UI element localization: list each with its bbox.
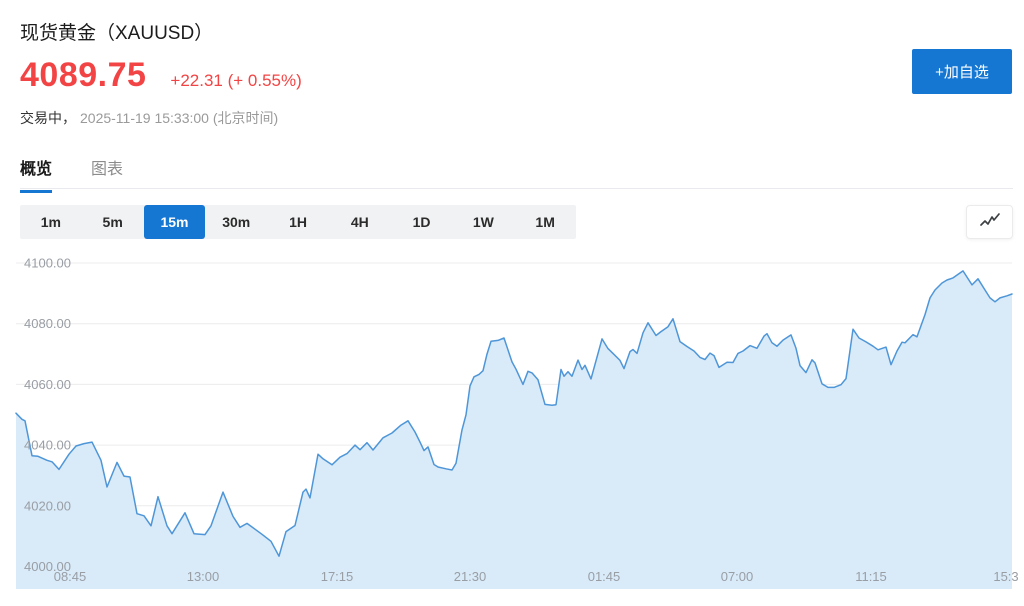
instrument-title: 现货黄金（XAUUSD）: [20, 23, 214, 44]
y-tick-label-4080: 4080.00: [24, 316, 71, 331]
x-tick-label-15:3: 15:3: [993, 569, 1018, 584]
tab-overview[interactable]: 概览: [20, 155, 53, 193]
price-change: +22.31 (+ 0.55%): [170, 71, 302, 90]
add-watchlist-button[interactable]: +加自选: [912, 49, 1012, 94]
range-1M[interactable]: 1M: [535, 214, 555, 230]
tab-chart[interactable]: 图表: [91, 161, 124, 178]
price-chart[interactable]: 4100.00 4080.00 4060.00 4040.00 4020.00 4000.…: [15, 250, 1019, 590]
tabs: 概览 图表: [20, 155, 123, 193]
x-tick-label-01:45: 01:45: [588, 569, 621, 584]
price-row: 4089.75 +22.31 (+ 0.55%): [20, 56, 302, 95]
range-1W[interactable]: 1W: [472, 214, 494, 230]
range-4H[interactable]: 4H: [350, 214, 369, 230]
range-1m[interactable]: 1m: [40, 214, 61, 230]
trading-status: 交易中，: [20, 110, 76, 126]
quote-timestamp: 2025-11-19 15:33:00 (北京时间): [80, 110, 279, 126]
x-tick-label-21:30: 21:30: [454, 569, 487, 584]
last-price: 4089.75: [20, 56, 147, 94]
x-tick-label-17:15: 17:15: [321, 569, 354, 584]
x-tick-label-11:15: 11:15: [855, 569, 887, 584]
price-area: [16, 270, 1012, 589]
x-tick-label-07:00: 07:00: [721, 569, 754, 584]
timeframe-bar: 1m 5m 15m 30m 1H 4H 1D 1W 1M: [20, 205, 576, 239]
price-chart-svg: 4100.00 4080.00 4060.00 4040.00 4020.00 4000.…: [15, 256, 1019, 589]
range-1H[interactable]: 1H: [289, 214, 307, 230]
x-tick-label-08:45: 08:45: [54, 569, 87, 584]
price-line: [15, 270, 1013, 557]
status-row: 交易中， 2025-11-19 15:33:00 (北京时间): [20, 108, 278, 128]
x-tick-label-13:00: 13:00: [187, 569, 220, 584]
y-tick-label-4100: 4100.00: [24, 256, 71, 271]
tabs-separator: [20, 188, 1013, 189]
y-tick-label-4040: 4040.00: [24, 438, 71, 453]
range-1D[interactable]: 1D: [412, 214, 431, 230]
range-15m[interactable]: 15m: [143, 205, 206, 239]
chart-style-button[interactable]: [966, 205, 1013, 239]
range-5m[interactable]: 5m: [102, 214, 123, 230]
y-tick-label-4020: 4020.00: [24, 498, 71, 513]
y-tick-label-4000: 4000.00: [24, 559, 71, 574]
y-tick-label-4060: 4060.00: [24, 377, 71, 392]
range-30m[interactable]: 30m: [222, 214, 251, 230]
trend-line-icon: [978, 212, 1002, 233]
